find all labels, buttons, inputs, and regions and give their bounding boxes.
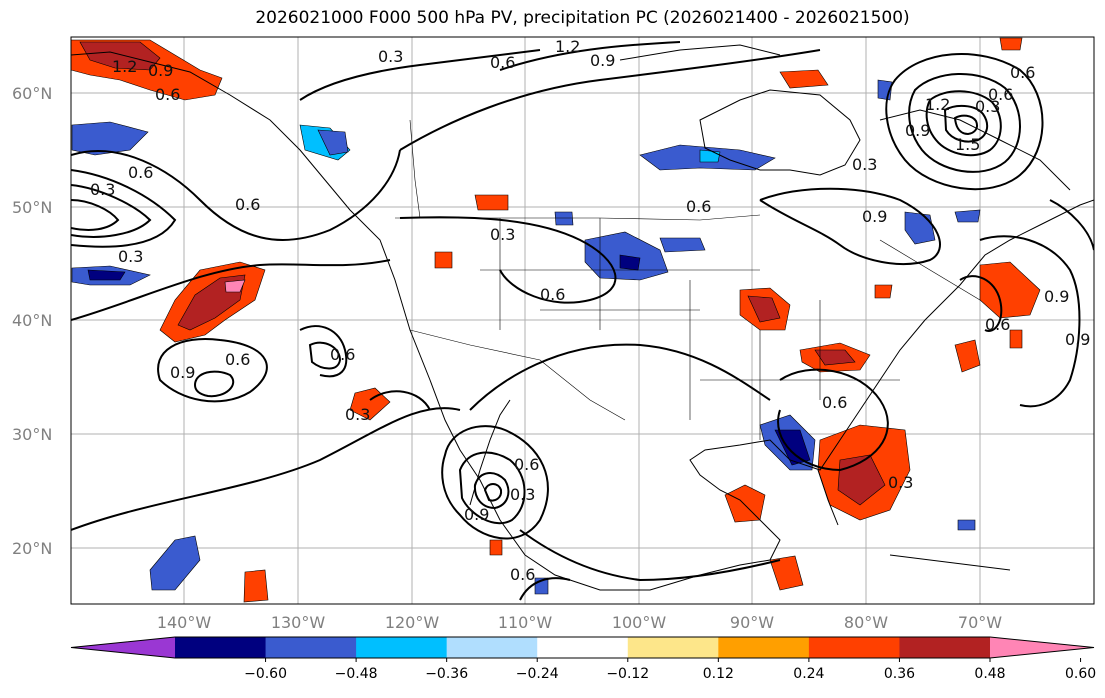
contour-label: 0.6 <box>330 345 355 364</box>
contour-label: 0.6 <box>985 315 1010 334</box>
colorbar-tick-label: 0.24 <box>793 666 824 682</box>
lon-label: 120°W <box>385 613 440 632</box>
map-title: 2026021000 F000 500 hPa PV, precipitatio… <box>255 8 910 28</box>
contour-label: 0.3 <box>490 225 515 244</box>
contour-labels: 1.2 0.9 0.6 0.3 1.2 0.9 0.6 0.3 0.6 0.3 … <box>90 37 1090 584</box>
contour-label: 0.3 <box>345 405 370 424</box>
contour-label: 0.6 <box>1010 63 1035 82</box>
lon-label: 70°W <box>958 613 1002 632</box>
coastlines <box>71 44 1094 591</box>
lon-label: 110°W <box>498 613 553 632</box>
colorbar-segment <box>718 637 810 658</box>
contour-label: 0.3 <box>510 485 535 504</box>
contour-label: 0.6 <box>686 197 711 216</box>
contour-label: 0.6 <box>540 285 565 304</box>
contour-label: 0.6 <box>225 350 250 369</box>
colorbar: −0.60 −0.48 −0.36 −0.24 −0.12 0.12 0.24 0.36 0.4… <box>70 636 1096 682</box>
contour-label: 0.9 <box>464 505 489 524</box>
colorbar-segment <box>175 637 267 658</box>
contour-label: 1.2 <box>555 37 580 56</box>
contour-label: 0.9 <box>148 61 173 80</box>
contour-label: 0.9 <box>905 121 930 140</box>
lon-label: 80°W <box>844 613 888 632</box>
colorbar-tick-label: −0.12 <box>606 666 649 682</box>
lon-label: 90°W <box>730 613 774 632</box>
colorbar-tick-label: 0.48 <box>974 666 1005 682</box>
contour-label: 0.6 <box>128 163 153 182</box>
plot-frame <box>70 36 1095 605</box>
lat-label: 50°N <box>12 198 52 217</box>
colorbar-segment <box>356 637 448 658</box>
colorbar-segment <box>537 637 629 658</box>
colorbar-segment <box>808 637 900 658</box>
contour-label: 0.9 <box>1065 330 1090 349</box>
contour-label: 0.3 <box>888 473 913 492</box>
contour-label: 1.2 <box>925 95 950 114</box>
colorbar-segment <box>446 637 538 658</box>
colorbar-tick-label: 0.36 <box>884 666 915 682</box>
colorbar-tick-label: −0.36 <box>425 666 468 682</box>
colorbar-segment <box>899 637 991 658</box>
pv-contours <box>71 41 1094 601</box>
contour-label: 0.6 <box>514 455 539 474</box>
colorbar-tick-label: 0.12 <box>703 666 734 682</box>
colorbar-segment <box>265 637 357 658</box>
colorbar-segment <box>627 637 719 658</box>
colorbar-tick-label: −0.60 <box>244 666 287 682</box>
colorbar-outline <box>70 636 1095 659</box>
lat-label: 20°N <box>12 539 52 558</box>
contour-label: 0.9 <box>590 51 615 70</box>
contour-label: 0.3 <box>90 180 115 199</box>
contour-label: 0.3 <box>118 247 143 266</box>
colorbar-tick-label: 0.60 <box>1065 666 1096 682</box>
contour-label: 1.5 <box>955 135 980 154</box>
lon-label: 130°W <box>271 613 326 632</box>
contour-label: 0.3 <box>378 47 403 66</box>
colorbar-extension-low <box>71 637 175 658</box>
contour-label: 0.9 <box>170 363 195 382</box>
colorbar-extension-high <box>990 637 1094 658</box>
colorbar-tick-label: −0.48 <box>335 666 378 682</box>
contour-label: 0.6 <box>490 53 515 72</box>
colorbar-tick-label: −0.24 <box>516 666 559 682</box>
lat-label: 40°N <box>12 311 52 330</box>
precip-shading <box>71 37 1041 603</box>
latitude-labels: 60°N 50°N 40°N 30°N 20°N <box>12 84 52 558</box>
contour-label: 1.2 <box>112 57 137 76</box>
contour-label: 0.6 <box>822 393 847 412</box>
contour-label: 0.9 <box>862 207 887 226</box>
lat-label: 30°N <box>12 425 52 444</box>
lat-label: 60°N <box>12 84 52 103</box>
contour-label: 0.9 <box>1044 287 1069 306</box>
contour-label: 0.3 <box>852 155 877 174</box>
lon-label: 100°W <box>612 613 667 632</box>
lon-label: 140°W <box>157 613 212 632</box>
contour-label: 0.6 <box>235 195 260 214</box>
contour-label: 0.6 <box>510 565 535 584</box>
longitude-labels: 140°W 130°W 120°W 110°W 100°W 90°W 80°W … <box>157 613 1002 632</box>
contour-label: 0.3 <box>975 97 1000 116</box>
contour-label: 0.6 <box>988 85 1013 104</box>
contour-label: 0.6 <box>155 85 180 104</box>
